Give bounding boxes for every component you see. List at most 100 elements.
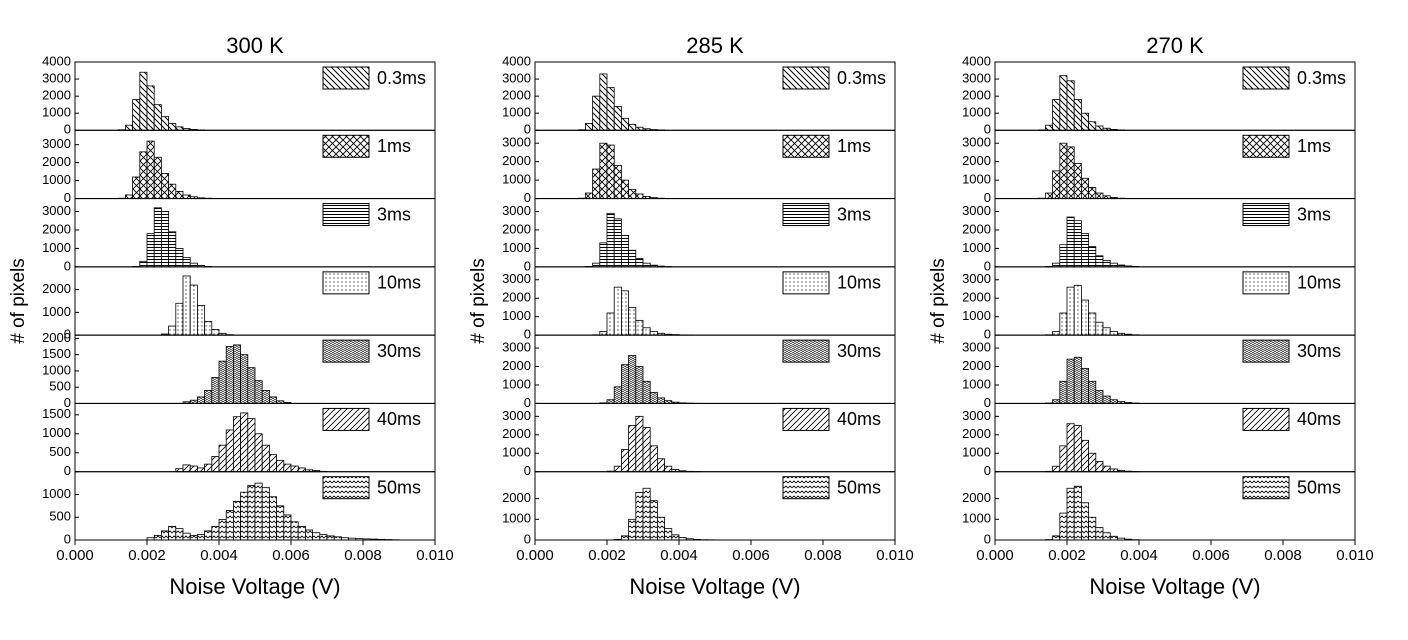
histogram-bar: [125, 194, 134, 199]
legend-label: 50ms: [1297, 477, 1341, 497]
histogram-bar: [642, 427, 651, 473]
histogram-bar: [1073, 99, 1082, 131]
y-tick-label: 3000: [502, 271, 531, 286]
y-tick-label: 3000: [502, 135, 531, 150]
histogram-bar: [153, 207, 162, 268]
histogram-bar: [1052, 170, 1061, 199]
y-tick-label: 3000: [962, 71, 991, 86]
histogram-bar: [247, 418, 256, 473]
histogram-bar: [649, 391, 658, 404]
histogram-bar: [160, 116, 169, 131]
y-tick-label: 3000: [962, 135, 991, 150]
y-tick-label: 1000: [42, 240, 71, 255]
histogram-bar: [628, 518, 637, 541]
histogram-bar: [160, 530, 169, 541]
legend-swatch: [782, 134, 830, 158]
histogram-bar: [1045, 124, 1054, 131]
histogram-bar: [268, 396, 277, 404]
legend-label: 0.3ms: [377, 68, 426, 88]
legend-swatch: [322, 203, 370, 227]
histogram-bar: [204, 321, 213, 336]
y-tick-label: 1000: [42, 172, 71, 187]
histogram-bar: [189, 535, 198, 541]
histogram-bar: [189, 284, 198, 336]
histogram-bar: [1052, 262, 1061, 268]
histogram-bar: [297, 467, 306, 473]
histogram-bar: [606, 144, 615, 199]
histogram-bar: [276, 505, 285, 541]
histogram-bar: [1081, 112, 1090, 131]
histogram-bar: [247, 367, 256, 404]
x-tick-label: 0.006: [272, 547, 310, 564]
y-tick-label: 1000: [502, 511, 531, 526]
histogram-bar: [254, 482, 263, 541]
y-tick-label: 4000: [42, 53, 71, 68]
histogram-bar: [254, 380, 263, 404]
y-tick-label: 3000: [502, 71, 531, 86]
histogram-bar: [1066, 286, 1075, 336]
histogram-bar: [621, 449, 630, 473]
histogram-bar: [247, 484, 256, 541]
y-tick-label: 0: [524, 122, 531, 137]
y-tick-label: 3000: [962, 339, 991, 354]
y-tick-label: 0: [524, 531, 531, 546]
y-tick-label: 1000: [42, 362, 71, 377]
y-tick-label: 3000: [502, 339, 531, 354]
histogram-bar: [1052, 99, 1061, 131]
histogram-bar: [599, 73, 608, 131]
histogram-bar: [1081, 439, 1090, 473]
y-tick-label: 2000: [502, 490, 531, 505]
histogram-bar: [168, 525, 177, 541]
x-tick-label: 0.010: [416, 547, 454, 564]
histogram-bar: [599, 242, 608, 268]
x-tick-label: 0.008: [804, 547, 842, 564]
histogram-bar: [1073, 220, 1082, 268]
histogram-bar: [196, 534, 205, 541]
legend-swatch: [322, 407, 370, 431]
histogram-bar: [1095, 321, 1104, 336]
chart-title: 300 K: [226, 33, 284, 58]
legend-swatch: [782, 407, 830, 431]
histogram-bar: [635, 492, 644, 541]
histogram-bar: [261, 487, 270, 541]
histogram-bar: [196, 305, 205, 336]
histogram-bar: [1059, 244, 1068, 268]
histogram-bar: [613, 465, 622, 473]
histogram-bar: [1109, 262, 1118, 268]
histogram-bar: [635, 258, 644, 268]
y-tick-label: 3000: [502, 408, 531, 423]
histogram-bar: [613, 105, 622, 131]
histogram-bar: [312, 532, 321, 541]
histogram-bar: [657, 458, 666, 473]
histogram-bar: [139, 260, 148, 268]
y-tick-label: 0: [64, 190, 71, 205]
y-tick-label: 1000: [962, 172, 991, 187]
x-tick-label: 0.002: [1048, 547, 1086, 564]
histogram-bar: [1102, 259, 1111, 268]
y-tick-label: 2000: [962, 221, 991, 236]
y-tick-label: 1500: [42, 346, 71, 361]
histogram-bar: [1088, 187, 1097, 199]
histogram-bar: [1095, 390, 1104, 404]
y-tick-label: 2000: [502, 221, 531, 236]
y-tick-label: 2000: [962, 290, 991, 305]
histogram-bar: [585, 123, 594, 131]
histogram-bar: [254, 433, 263, 473]
histogram-bar: [585, 192, 594, 199]
histogram-bar: [592, 168, 601, 199]
x-tick-label: 0.006: [1192, 547, 1230, 564]
y-tick-label: 0: [984, 258, 991, 273]
y-tick-label: 3000: [42, 203, 71, 218]
histogram-bar: [606, 212, 615, 268]
histogram-bar: [125, 124, 134, 131]
histogram-bar: [628, 355, 637, 404]
histogram-bar: [621, 535, 630, 541]
x-tick-label: 0.002: [588, 547, 626, 564]
histogram-bar: [657, 397, 666, 404]
histogram-bar: [621, 235, 630, 268]
histogram-bar: [182, 194, 191, 199]
histogram-bar: [261, 444, 270, 473]
histogram-bar: [628, 307, 637, 336]
histogram-bar: [1081, 177, 1090, 199]
